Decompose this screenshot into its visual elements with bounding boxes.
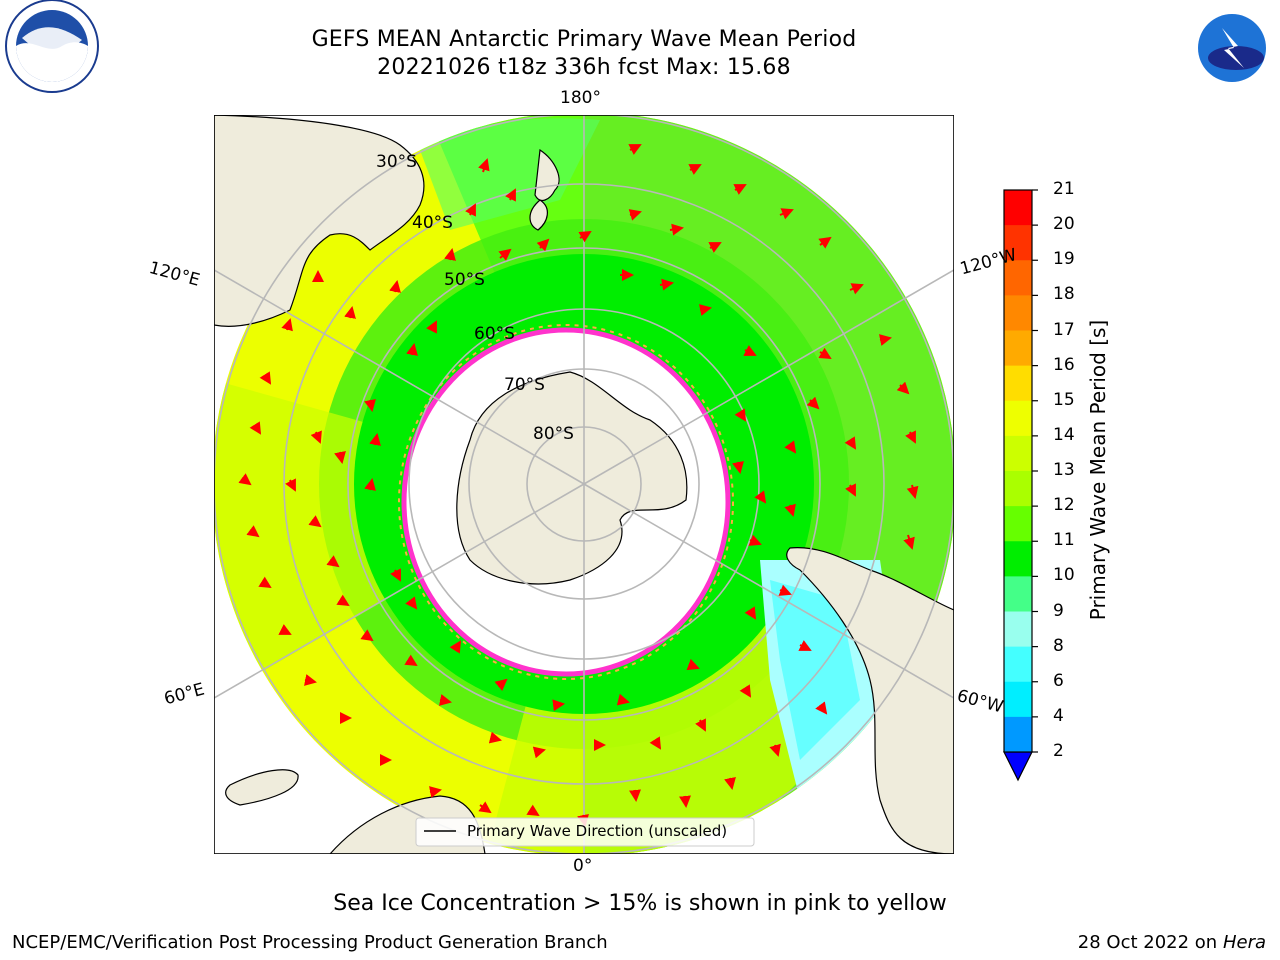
colorbar-tick-label: 18 — [1053, 284, 1075, 305]
antarctica — [456, 371, 688, 585]
colorbar-tick-label: 4 — [1053, 705, 1064, 726]
colorbar — [1003, 189, 1038, 782]
colorbar-band — [1004, 400, 1032, 437]
colorbar-tick-label: 16 — [1053, 354, 1075, 375]
colorbar-band — [1004, 471, 1032, 507]
colorbar-tick-label: 10 — [1053, 565, 1075, 586]
colorbar-band — [1004, 646, 1032, 683]
colorbar-tick-label: 15 — [1053, 389, 1075, 410]
latitude-label-70s: 70°S — [504, 375, 545, 395]
colorbar-band — [1004, 190, 1032, 226]
sea-ice-note: Sea Ice Concentration > 15% is shown in … — [333, 891, 947, 916]
latitude-label-60s: 60°S — [474, 324, 515, 344]
colorbar-tick-label: 12 — [1053, 495, 1075, 516]
colorbar-tick-label: 2 — [1053, 741, 1064, 761]
colorbar-tick-label: 20 — [1053, 214, 1075, 235]
australia — [214, 115, 425, 327]
latitude-label-80s: 80°S — [533, 424, 574, 444]
colorbar-extend-triangle — [1003, 751, 1033, 782]
colorbar-tick-label: 11 — [1053, 530, 1075, 551]
meridian-label-bottom: 0° — [573, 856, 593, 876]
colorbar-band — [1004, 506, 1032, 542]
colorbar-band — [1004, 330, 1032, 367]
wave-direction-arrows — [238, 144, 919, 827]
colorbar-tick-label: 8 — [1053, 635, 1064, 656]
colorbar-band — [1004, 611, 1032, 648]
footer-credit: NCEP/EMC/Verification Post Processing Pr… — [12, 932, 608, 953]
map-subtitle: 20221026 t18z 336h fcst Max: 15.68 — [377, 55, 791, 80]
colorbar-tick-label: 6 — [1053, 670, 1064, 691]
footer-date-text: 28 Oct 2022 on — [1077, 932, 1223, 953]
graticule — [214, 115, 954, 854]
colorbar-label: Primary Wave Mean Period [s] — [1086, 319, 1110, 621]
map-title: GEFS MEAN Antarctic Primary Wave Mean Pe… — [311, 27, 857, 52]
colorbar-band — [1004, 541, 1032, 577]
nws-logo — [1186, 2, 1278, 94]
colorbar-tick-label: 17 — [1053, 319, 1075, 340]
legend-label: Primary Wave Direction (unscaled) — [467, 822, 728, 840]
colorbar-tick-label: 9 — [1053, 600, 1064, 621]
colorbar-band — [1004, 716, 1032, 753]
colorbar-tick-label: 14 — [1053, 424, 1075, 445]
latitude-label-40s: 40°S — [412, 213, 453, 233]
colorbar-band — [1004, 681, 1032, 718]
south-america — [786, 547, 954, 854]
colorbar-band — [1004, 295, 1032, 331]
madagascar — [225, 769, 299, 806]
colorbar-tick-label: 19 — [1053, 249, 1075, 270]
meridian-label-top: 180° — [560, 88, 601, 108]
colorbar-band — [1004, 365, 1032, 402]
noaa-logo — [5, 0, 99, 93]
latitude-label-30s: 30°S — [376, 152, 417, 172]
footer-machine: Hera — [1222, 932, 1266, 953]
map-legend — [415, 817, 755, 847]
colorbar-band — [1004, 576, 1032, 612]
colorbar-band — [1004, 225, 1032, 261]
colorbar-band — [1004, 260, 1032, 296]
latitude-label-50s: 50°S — [444, 270, 485, 290]
footer-date: 28 Oct 2022 on Hera — [1078, 932, 1266, 953]
colorbar-tick-label: 21 — [1053, 179, 1075, 199]
colorbar-tick-label: 13 — [1053, 460, 1075, 480]
colorbar-band — [1004, 435, 1032, 472]
new-zealand-south — [529, 199, 548, 231]
